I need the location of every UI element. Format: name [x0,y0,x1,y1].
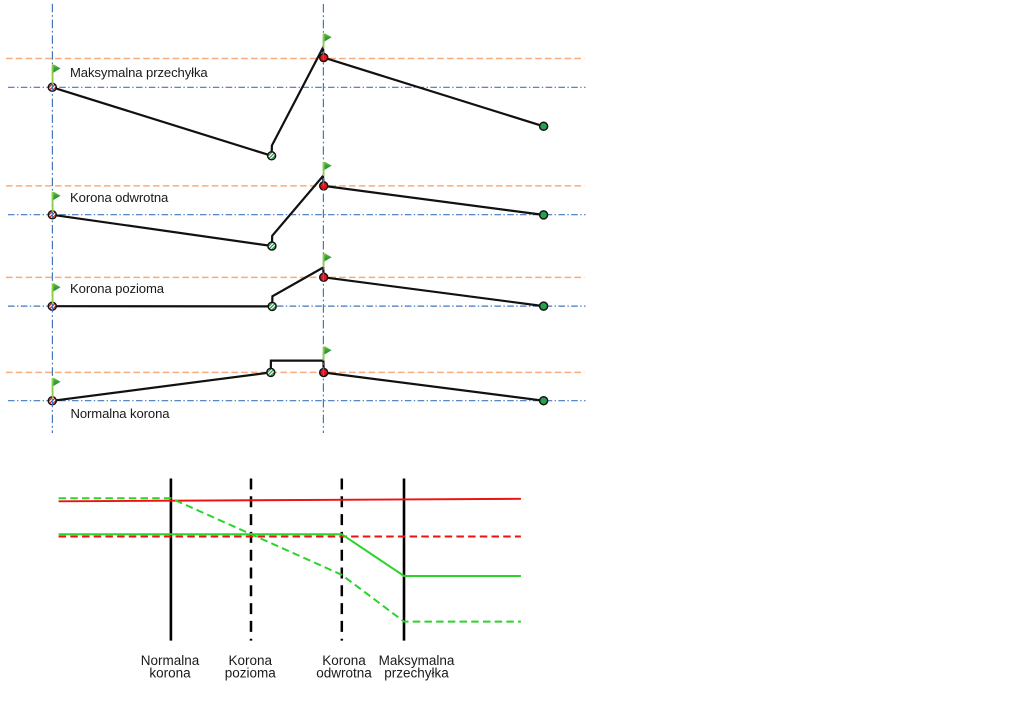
svg-text:Normalna korona: Normalna korona [71,406,171,421]
svg-text:Normalna: Normalna [141,653,200,668]
svg-text:pozioma: pozioma [225,665,277,680]
svg-text:Korona: Korona [229,653,273,668]
svg-text:przechyłka: przechyłka [384,665,449,680]
svg-text:Maksymalna: Maksymalna [379,653,455,668]
svg-text:Korona pozioma: Korona pozioma [70,281,165,296]
svg-text:Korona: Korona [322,653,366,668]
svg-text:korona: korona [149,665,191,680]
svg-text:odwrotna: odwrotna [316,665,372,680]
svg-text:Korona odwrotna: Korona odwrotna [70,190,169,205]
svg-text:Maksymalna przechyłka: Maksymalna przechyłka [70,65,208,80]
